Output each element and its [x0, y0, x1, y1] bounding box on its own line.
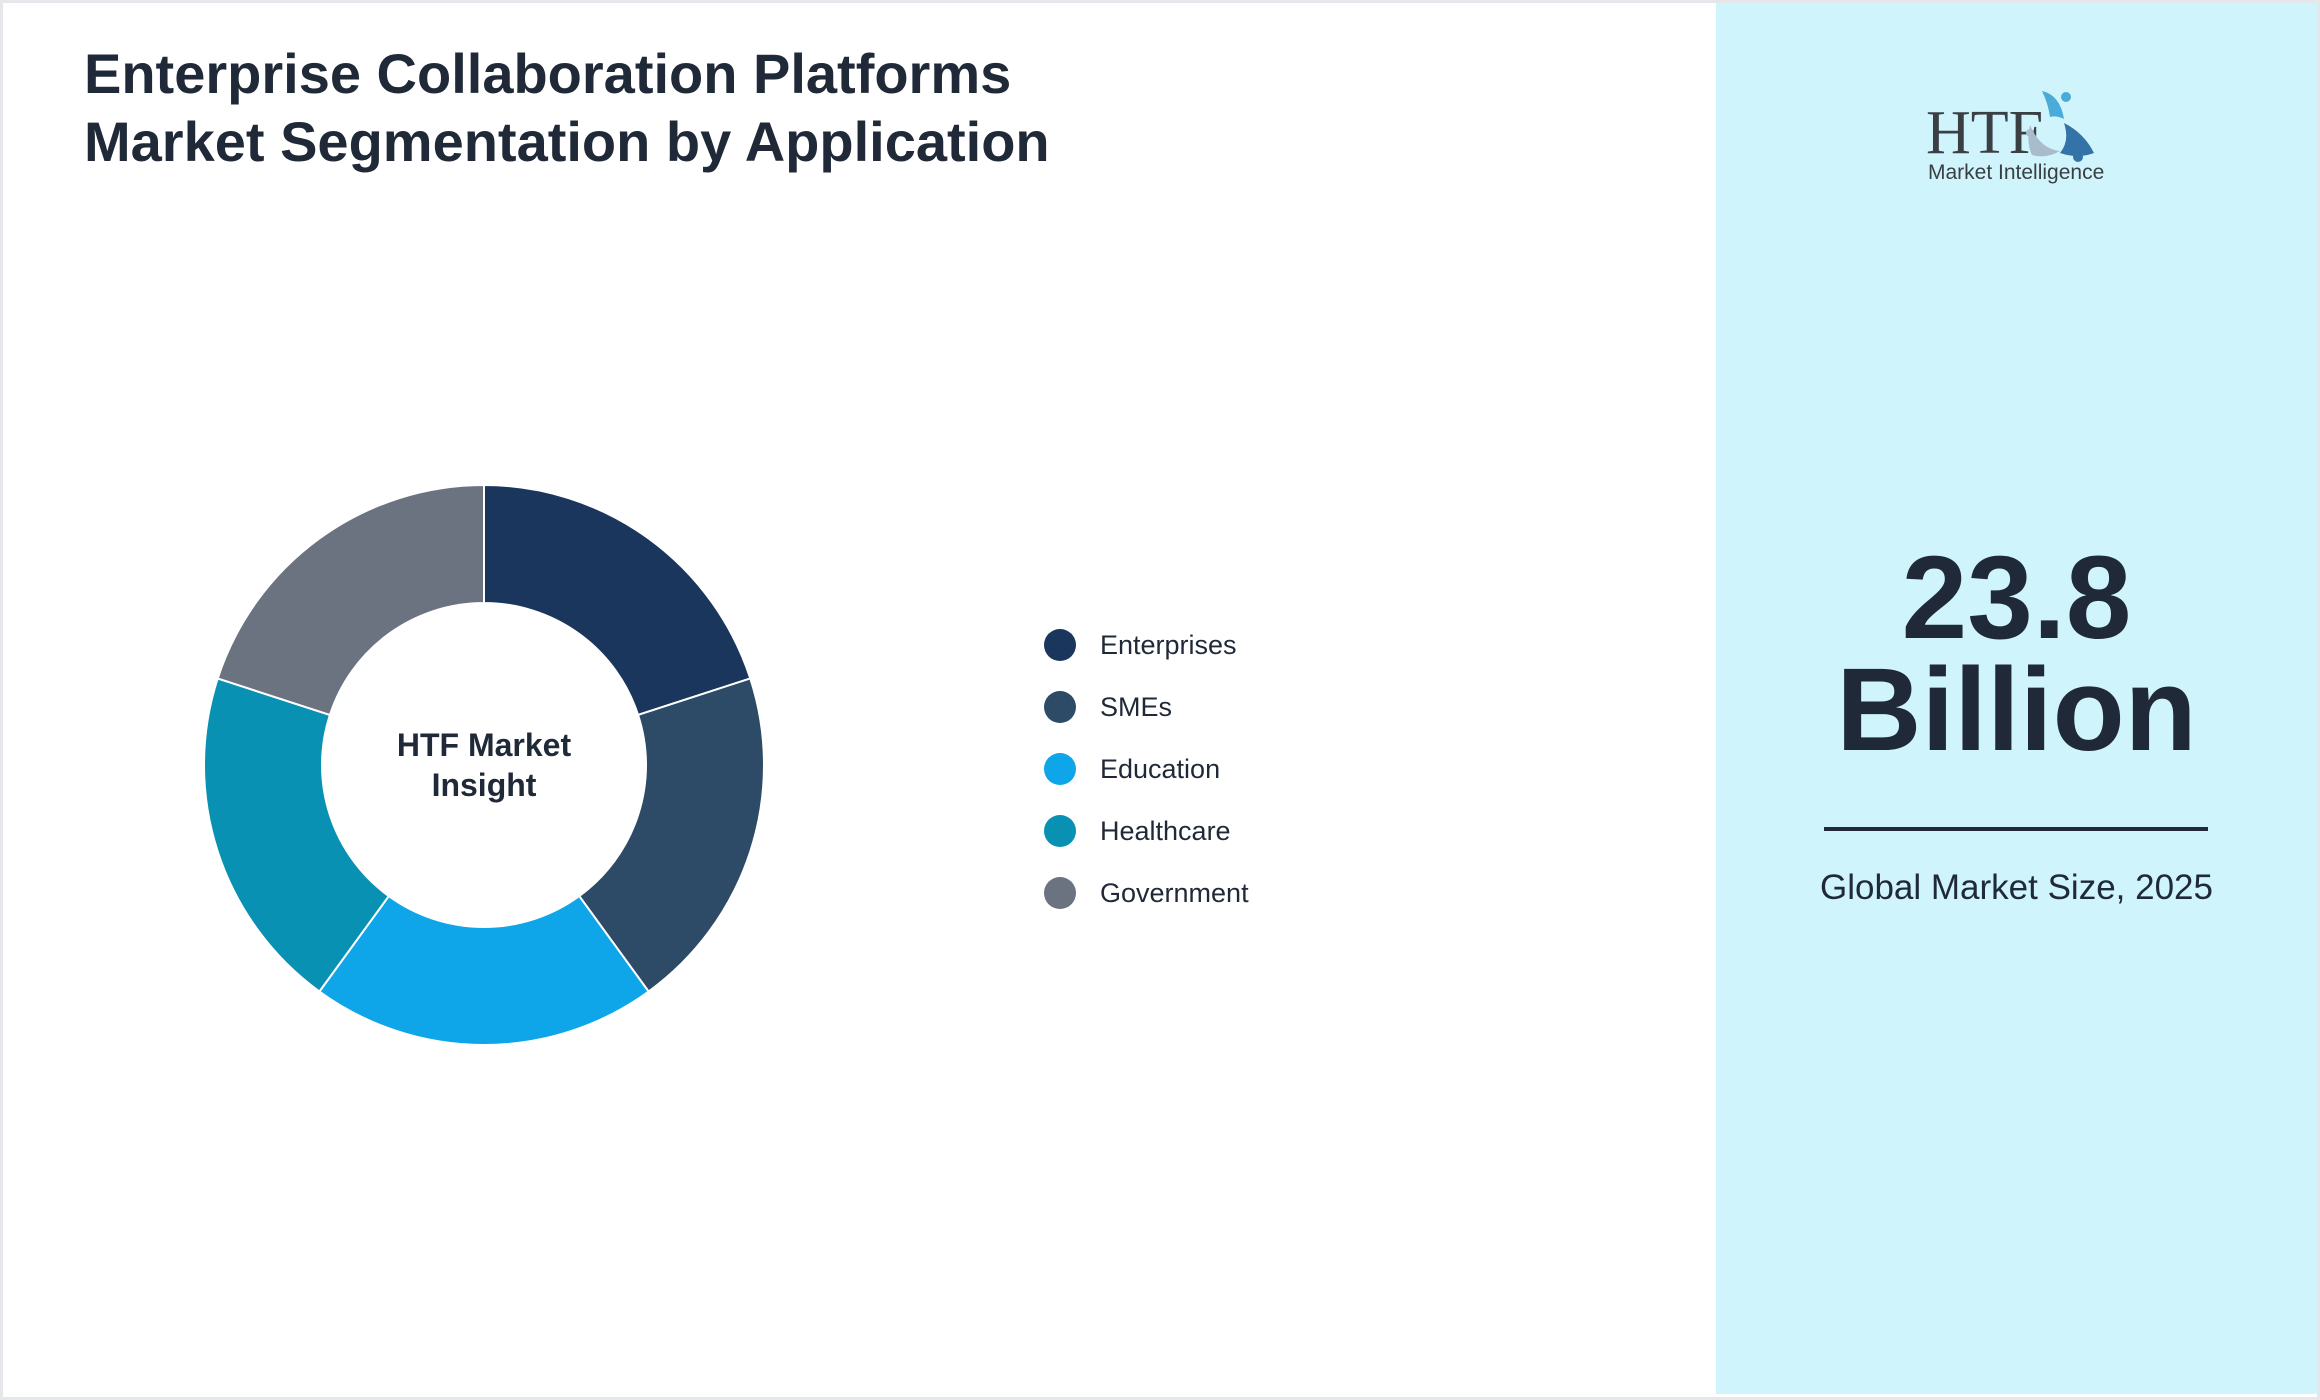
- divider: [1824, 827, 2208, 831]
- legend-item-education: Education: [1044, 749, 1444, 789]
- legend-dot: [1044, 815, 1076, 847]
- logo-figure-icon: [2042, 91, 2064, 119]
- slice-enterprises: [483, 483, 752, 717]
- slice-smes: [577, 677, 765, 993]
- logo-htf-text: HTF: [1926, 99, 2043, 167]
- legend-label: Enterprises: [1100, 629, 1237, 660]
- side-panel: HTF Market Intelligence 23.8 Billion Glo…: [1716, 3, 2317, 1394]
- legend-dot: [1044, 753, 1076, 785]
- center-label-line1: HTF Market: [397, 727, 572, 763]
- donut-chart: HTF Market Insight: [203, 483, 765, 1047]
- market-size-caption: Global Market Size, 2025: [1820, 868, 2213, 907]
- market-size-value: 23.8: [1901, 532, 2132, 664]
- page-title: Enterprise Collaboration Platforms Marke…: [84, 42, 1050, 173]
- legend-item-healthcare: Healthcare: [1044, 811, 1444, 851]
- legend-item-government: Government: [1044, 873, 1444, 913]
- legend-dot: [1044, 691, 1076, 723]
- slice-healthcare: [203, 677, 391, 993]
- logo-subtitle: Market Intelligence: [1928, 161, 2104, 184]
- legend-item-enterprises: Enterprises: [1044, 625, 1444, 665]
- center-label-line2: Insight: [432, 767, 537, 803]
- slice-education: [318, 894, 650, 1047]
- htf-logo: HTF Market Intelligence: [1926, 91, 2104, 184]
- legend-label: SMEs: [1100, 691, 1173, 722]
- legend-label: Healthcare: [1100, 815, 1231, 846]
- market-size-unit: Billion: [1836, 644, 2197, 776]
- slice-government: [216, 483, 485, 717]
- legend-dot: [1044, 877, 1076, 909]
- legend-item-smes: SMEs: [1044, 687, 1444, 727]
- legend-label: Government: [1100, 877, 1249, 908]
- legend-dot: [1044, 629, 1076, 661]
- legend-label: Education: [1100, 753, 1221, 784]
